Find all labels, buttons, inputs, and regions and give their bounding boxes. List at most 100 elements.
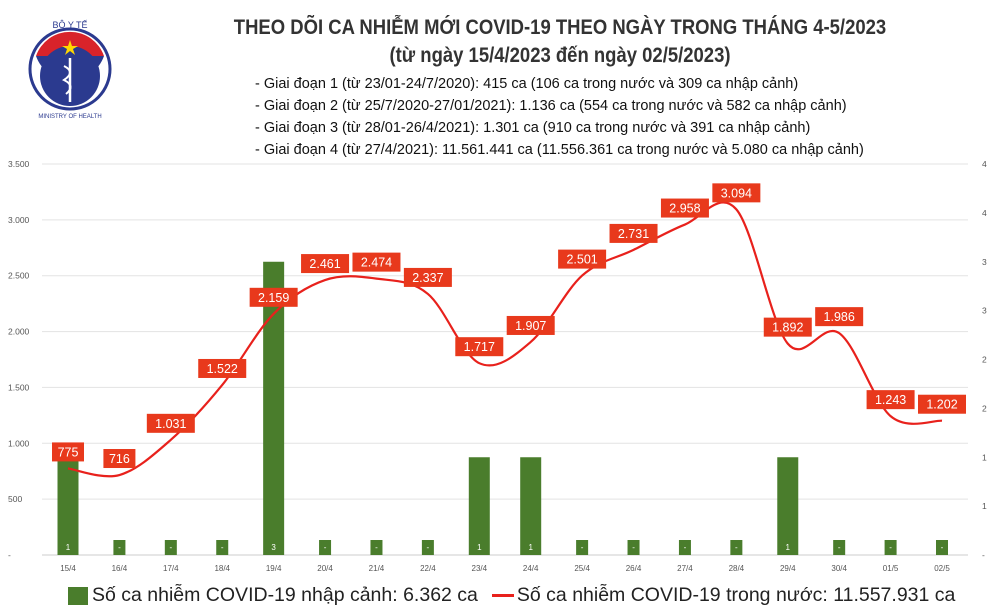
legend-line-swatch <box>491 594 514 597</box>
left-tick-label: 1.000 <box>8 438 30 448</box>
stage-3: - Giai đoạn 3 (từ 28/01-26/4/2021): 1.30… <box>255 120 811 136</box>
data-label-box <box>918 394 966 414</box>
x-tick-label: 27/4 <box>677 564 693 573</box>
bar-label: - <box>375 543 378 552</box>
data-label: 1.243 <box>875 393 906 407</box>
x-tick-label: 23/4 <box>472 564 488 573</box>
data-label: 2.159 <box>258 291 289 305</box>
data-label: 1.202 <box>926 398 957 412</box>
x-tick-label: 16/4 <box>112 564 128 573</box>
bar <box>113 540 126 555</box>
data-label-box <box>249 287 298 307</box>
data-label: 1.031 <box>155 417 186 431</box>
bar-label: - <box>684 543 687 552</box>
bar <box>576 540 589 555</box>
data-label-box <box>455 337 504 357</box>
x-tick-label: 28/4 <box>729 564 745 573</box>
legend-line-label: Số ca nhiễm COVID-19 trong nước: 11.557.… <box>516 584 956 606</box>
data-label: 716 <box>109 452 130 466</box>
data-label-box <box>352 252 401 272</box>
left-tick-label: 3.000 <box>8 215 30 225</box>
bar <box>936 540 948 555</box>
x-tick-label: 22/4 <box>420 564 436 573</box>
data-label-box <box>558 249 607 269</box>
bar <box>520 457 542 555</box>
bar-label: - <box>324 543 327 552</box>
x-tick-label: 17/4 <box>163 564 179 573</box>
x-tick-label: 15/4 <box>60 564 76 573</box>
right-tick-label: 4 <box>982 159 987 169</box>
bar-label: - <box>889 543 892 552</box>
data-label: 3.094 <box>721 186 752 200</box>
data-label-box <box>403 267 452 287</box>
bar <box>730 540 743 555</box>
right-tick-label: 3 <box>982 306 987 316</box>
data-label: 2.731 <box>618 227 649 241</box>
stage-2: - Giai đoạn 2 (từ 25/7/2020-27/01/2021):… <box>255 98 847 114</box>
bar-label: 1 <box>66 543 71 552</box>
data-label: 2.474 <box>361 256 392 270</box>
bar-label: - <box>581 543 584 552</box>
data-label-box <box>866 390 915 410</box>
bar <box>884 540 897 555</box>
left-tick-label: 2.000 <box>8 327 30 337</box>
right-tick-label: 1 <box>982 452 987 462</box>
left-tick-label: 500 <box>8 494 22 504</box>
data-label: 1.986 <box>824 310 855 324</box>
bar <box>319 540 332 555</box>
x-tick-label: 30/4 <box>831 564 847 573</box>
x-tick-label: 24/4 <box>523 564 539 573</box>
bar <box>57 457 79 555</box>
legend-bar-label: Số ca nhiễm COVID-19 nhập cảnh: 6.362 ca <box>92 584 478 606</box>
data-label-box <box>712 183 761 203</box>
bar <box>370 540 383 555</box>
data-label: 2.958 <box>669 202 700 216</box>
x-tick-label: 26/4 <box>626 564 642 573</box>
right-tick-label: 2 <box>982 403 987 413</box>
bar-label: - <box>221 543 224 552</box>
data-label-box <box>815 307 864 327</box>
x-tick-label: 20/4 <box>317 564 333 573</box>
data-label-box <box>198 358 247 378</box>
bar-label: - <box>941 543 944 552</box>
x-tick-label: 02/5 <box>934 564 950 573</box>
left-tick-label: 3.500 <box>8 159 30 169</box>
data-label-box <box>763 317 812 337</box>
left-tick-label: 2.500 <box>8 271 30 281</box>
bar <box>678 540 691 555</box>
chart-title: THEO DÕI CA NHIỄM MỚI COVID-19 THEO NGÀY… <box>233 16 887 39</box>
right-tick-label: 4 <box>982 208 987 218</box>
x-tick-label: 25/4 <box>574 564 590 573</box>
chart-subtitle: (từ ngày 15/4/2023 đến ngày 02/5/2023) <box>389 44 731 67</box>
ministry-logo: BỘ Y TẾ MINISTRY OF HEALTH <box>28 20 112 120</box>
right-tick-label: 1 <box>982 501 987 511</box>
left-tick-label: - <box>8 550 11 560</box>
data-label-box <box>52 442 84 462</box>
x-tick-label: 21/4 <box>369 564 385 573</box>
data-label: 1.717 <box>464 340 495 354</box>
right-tick-label: 3 <box>982 257 987 267</box>
data-label-box <box>103 449 136 469</box>
data-label-box <box>506 315 555 335</box>
bar <box>164 540 177 555</box>
x-tick-label: 29/4 <box>780 564 796 573</box>
bar-label: 1 <box>786 543 791 552</box>
bar-label: - <box>735 543 738 552</box>
left-tick-label: 1.500 <box>8 382 30 392</box>
data-label-box <box>301 254 350 274</box>
data-label: 2.501 <box>566 253 597 267</box>
data-label: 1.522 <box>207 362 238 376</box>
x-tick-label: 01/5 <box>883 564 899 573</box>
data-label: 1.907 <box>515 319 546 333</box>
data-label-box <box>146 413 195 433</box>
bar-label: - <box>118 543 121 552</box>
data-label-box <box>609 223 658 243</box>
bar-label: - <box>427 543 430 552</box>
bar-label: 3 <box>271 543 276 552</box>
bar <box>263 261 285 555</box>
bar <box>468 457 490 555</box>
data-label: 775 <box>58 445 79 459</box>
logo-subtext: MINISTRY OF HEALTH <box>38 114 101 120</box>
bar <box>833 540 846 555</box>
